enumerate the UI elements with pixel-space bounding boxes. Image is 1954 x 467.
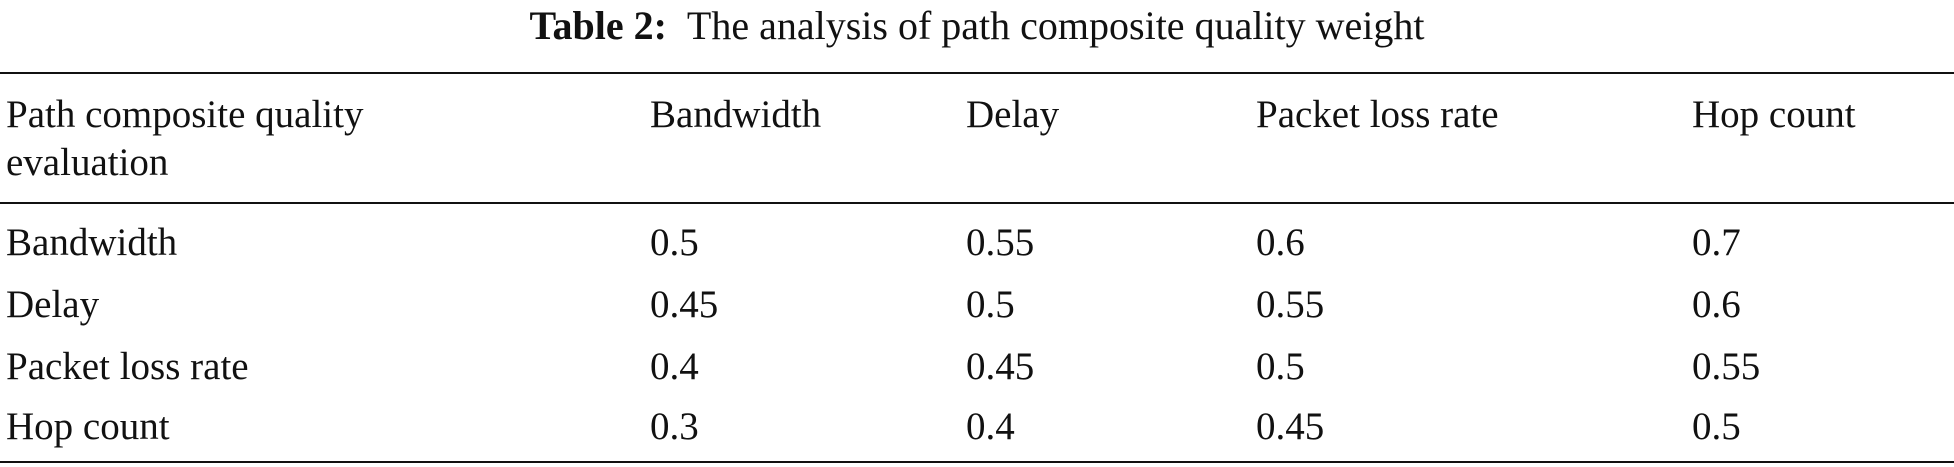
row-label: Packet loss rate: [6, 345, 249, 388]
table-cell: 0.55: [1256, 283, 1325, 326]
table-cell: 0.55: [966, 221, 1035, 264]
header-cell: Hop count: [1692, 93, 1856, 136]
table-cell: 0.4: [966, 405, 1015, 448]
bottom-rule: [0, 461, 1954, 463]
row-label: Delay: [6, 283, 100, 326]
table-cell: 0.45: [1256, 405, 1325, 448]
mid-rule: [0, 202, 1954, 204]
top-rule: [0, 72, 1954, 74]
row-label: Bandwidth: [6, 221, 178, 264]
table-cell: 0.6: [1692, 283, 1741, 326]
header-cell: Delay: [966, 93, 1060, 136]
caption-text: The analysis of path composite quality w…: [686, 3, 1425, 48]
table-cell: 0.7: [1692, 221, 1741, 264]
table-cell: 0.55: [1692, 345, 1761, 388]
table-cell: 0.5: [1256, 345, 1305, 388]
table-cell: 0.45: [650, 283, 719, 326]
table-cell: 0.6: [1256, 221, 1305, 264]
table-cell: 0.4: [650, 345, 699, 388]
row-label: Hop count: [6, 405, 170, 448]
table-caption: Table 2: The analysis of path composite …: [0, 2, 1954, 50]
header-cell: Path composite quality evaluation: [6, 93, 364, 184]
table-cell: 0.5: [1692, 405, 1741, 448]
caption-label: Table 2:: [529, 3, 667, 48]
table-cell: 0.5: [966, 283, 1015, 326]
header-cell: Bandwidth: [650, 93, 822, 136]
table-cell: 0.45: [966, 345, 1035, 388]
header-cell: Packet loss rate: [1256, 93, 1499, 136]
table-cell: 0.3: [650, 405, 699, 448]
table-cell: 0.5: [650, 221, 699, 264]
